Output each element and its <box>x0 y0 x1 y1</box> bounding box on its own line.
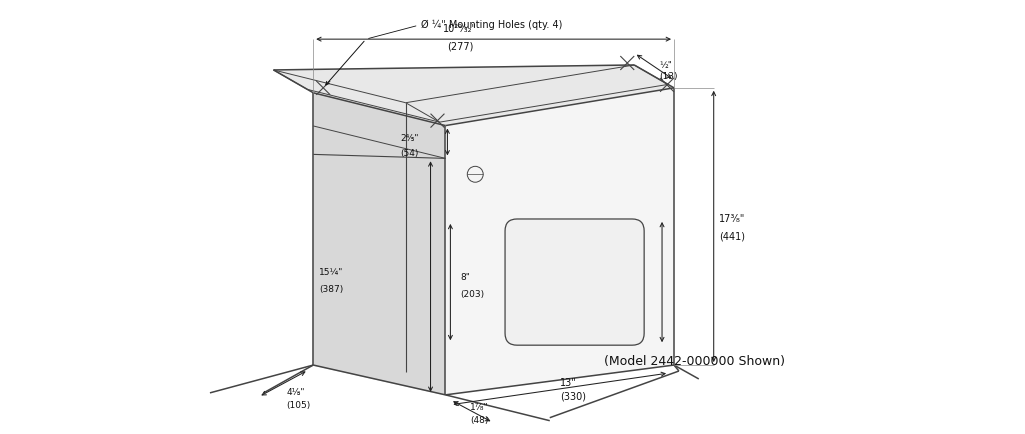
Polygon shape <box>314 93 446 395</box>
Text: 1⁷⁄₈": 1⁷⁄₈" <box>470 403 489 412</box>
Text: (Model 2442-000000 Shown): (Model 2442-000000 Shown) <box>605 355 785 368</box>
FancyBboxPatch shape <box>505 219 644 345</box>
Polygon shape <box>446 88 674 395</box>
Text: (441): (441) <box>719 231 745 241</box>
Text: 10²⁹⁄₃₂": 10²⁹⁄₃₂" <box>444 24 478 34</box>
Text: 4⅛": 4⅛" <box>286 388 305 398</box>
Text: ½": ½" <box>659 60 672 69</box>
Text: 8": 8" <box>460 273 470 282</box>
Text: (277): (277) <box>447 41 474 51</box>
Text: Ø ¼" Mounting Holes (qty. 4): Ø ¼" Mounting Holes (qty. 4) <box>420 20 562 30</box>
Text: (203): (203) <box>460 289 485 299</box>
Text: 13": 13" <box>560 378 576 388</box>
Text: 15¼": 15¼" <box>319 268 343 277</box>
Text: (48): (48) <box>470 416 489 425</box>
Text: (330): (330) <box>560 392 585 402</box>
Text: (13): (13) <box>659 72 678 82</box>
Polygon shape <box>274 65 674 125</box>
Text: (54): (54) <box>401 149 419 158</box>
Text: 2⅘": 2⅘" <box>401 134 419 142</box>
Text: (105): (105) <box>286 401 311 410</box>
Text: 17³⁄₈": 17³⁄₈" <box>719 214 745 224</box>
Text: (387): (387) <box>319 285 343 294</box>
